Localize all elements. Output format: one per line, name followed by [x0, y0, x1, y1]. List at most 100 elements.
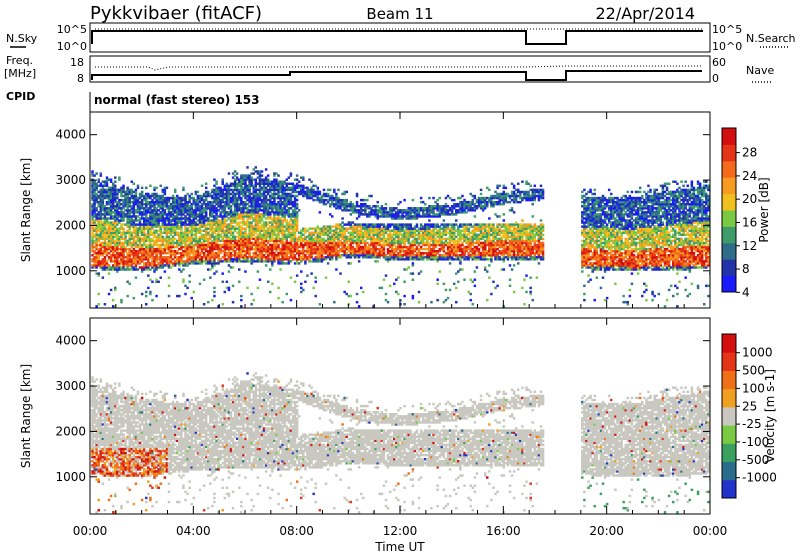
power-cell	[140, 260, 144, 263]
power-cell	[126, 213, 129, 216]
power-cell	[258, 225, 262, 228]
power-cell	[231, 239, 235, 243]
power-cell	[209, 221, 212, 224]
power-cell	[233, 192, 237, 196]
power-cell	[281, 258, 284, 261]
power-cell	[159, 200, 162, 204]
power-cell	[192, 260, 196, 263]
power-cell	[277, 190, 280, 194]
power-cell	[227, 188, 231, 192]
power-cell	[295, 184, 299, 188]
power-cell	[275, 225, 278, 228]
power-cell	[147, 286, 150, 290]
power-cell	[161, 241, 165, 245]
power-cell	[116, 190, 119, 194]
power-cell	[97, 202, 100, 206]
power-cell	[333, 243, 336, 247]
power-cell	[262, 241, 266, 245]
power-cell	[287, 207, 291, 210]
power-cell	[107, 247, 111, 251]
power-cell	[302, 245, 305, 249]
power-cell	[204, 205, 208, 208]
power-cell	[322, 200, 326, 204]
power-cell	[318, 200, 322, 204]
power-cell	[366, 256, 369, 259]
power-cell	[393, 215, 396, 218]
power-cell	[105, 231, 109, 234]
power-cell	[169, 213, 173, 216]
power-cell	[173, 207, 177, 210]
power-cell	[124, 200, 127, 204]
power-cell	[118, 254, 121, 257]
power-cell	[136, 184, 140, 188]
power-cell	[384, 207, 388, 210]
power-cell	[380, 231, 384, 234]
power-cell	[114, 217, 117, 220]
power-cell	[114, 184, 117, 188]
power-cell	[390, 233, 394, 237]
power-cell	[244, 190, 247, 194]
noise-tick-bottom-left: 10^0	[57, 40, 87, 53]
power-cell	[91, 190, 94, 194]
power-cell	[275, 186, 278, 190]
power-cell	[244, 194, 247, 198]
power-cell	[180, 243, 183, 247]
power-cell	[279, 262, 282, 265]
power-cell	[368, 225, 371, 228]
power-cell	[273, 221, 276, 224]
power-cell	[262, 254, 266, 257]
power-cell	[196, 202, 200, 206]
power-cell	[310, 235, 313, 239]
power-cell	[353, 249, 357, 253]
power-cell	[269, 249, 272, 253]
power-cell	[260, 200, 264, 204]
power-cell	[165, 237, 169, 241]
power-cell	[409, 233, 413, 237]
power-cell	[254, 221, 258, 224]
power-cell	[101, 260, 105, 263]
power-cell	[99, 215, 103, 218]
power-cell	[254, 223, 258, 226]
power-cell	[116, 213, 119, 216]
power-cell	[407, 235, 410, 239]
power-cell	[182, 239, 185, 243]
power-cell	[91, 239, 94, 243]
power-cell	[351, 235, 355, 239]
power-cell	[277, 254, 280, 257]
power-cell	[275, 196, 278, 200]
power-cell	[167, 223, 171, 226]
power-cell	[223, 260, 227, 263]
power-cell	[295, 217, 299, 220]
power-cell	[235, 245, 239, 249]
power-cell	[335, 223, 338, 226]
power-cell	[399, 256, 402, 259]
power-cell	[368, 211, 371, 214]
power-cell	[283, 251, 286, 255]
power-cell	[357, 260, 361, 263]
power-cell	[322, 251, 326, 255]
power-cell	[308, 196, 311, 200]
power-cell	[254, 245, 258, 249]
power-cell	[238, 221, 241, 224]
power-cell	[308, 249, 311, 253]
power-cell	[134, 188, 138, 192]
power-cell	[145, 254, 148, 257]
power-cell	[161, 219, 165, 222]
power-cell	[217, 245, 220, 249]
power-cell	[256, 235, 260, 239]
power-cell	[229, 251, 233, 255]
power-cell	[132, 266, 136, 269]
power-cell	[178, 247, 181, 251]
power-cell	[318, 211, 322, 214]
power-cell	[103, 194, 107, 198]
power-cell	[304, 260, 307, 263]
power-cell	[145, 294, 148, 298]
power-cell	[202, 219, 206, 222]
power-cell	[221, 200, 224, 204]
power-cell	[302, 176, 305, 179]
power-cell	[204, 198, 208, 202]
power-cell	[132, 262, 136, 265]
power-cell	[260, 239, 264, 243]
power-cell	[184, 211, 187, 214]
power-cell	[114, 256, 117, 259]
